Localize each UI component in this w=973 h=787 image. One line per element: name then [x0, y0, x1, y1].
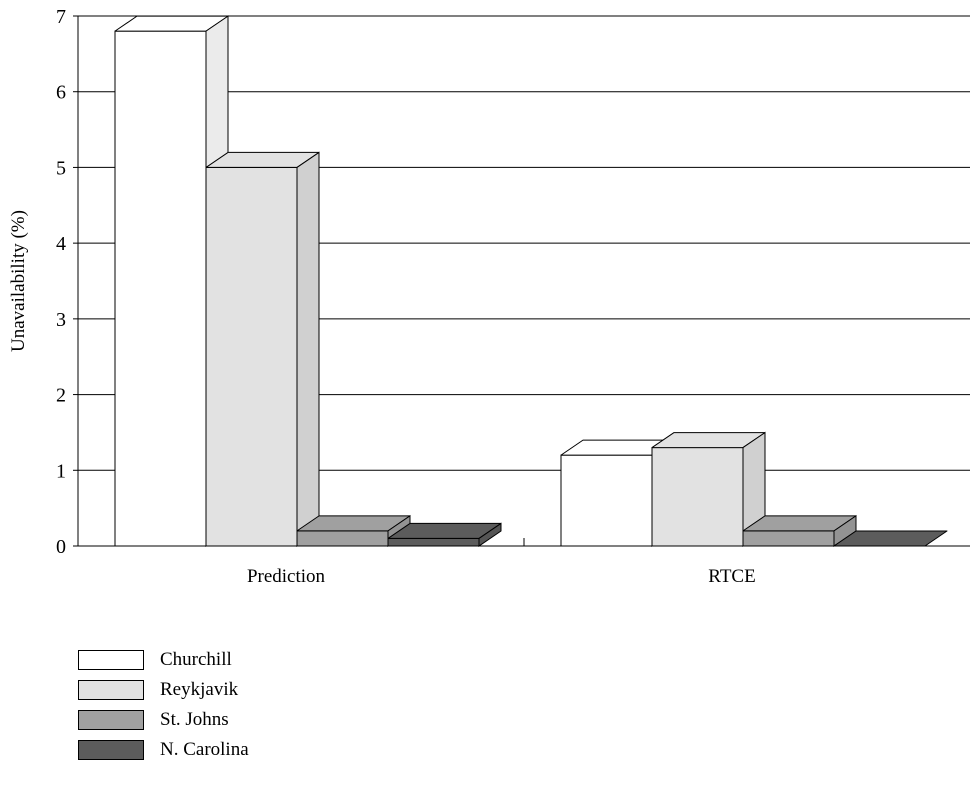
- legend-item: N. Carolina: [78, 740, 338, 762]
- tick-labels: 0 1 2 3 4 5 6 7 Prediction RTCE: [56, 6, 756, 587]
- legend-label: N. Carolina: [160, 739, 249, 760]
- legend-swatch: [78, 710, 144, 730]
- legend-swatch: [78, 680, 144, 700]
- bar: [742, 514, 857, 547]
- legend-label: Reykjavik: [160, 679, 239, 700]
- y-tick-label: 6: [56, 82, 66, 104]
- y-tick-label: 0: [56, 536, 66, 558]
- bar: [205, 151, 320, 547]
- bar: [387, 522, 502, 547]
- bar-front-face: [114, 30, 207, 547]
- x-tick-label: Prediction: [247, 566, 326, 587]
- y-tick-label: 5: [56, 157, 66, 179]
- legend-item: Churchill: [78, 650, 338, 672]
- legend-swatch: [78, 650, 144, 670]
- legend-label: St. Johns: [160, 709, 229, 730]
- bar-top-face: [833, 530, 948, 547]
- legend-swatch: [78, 740, 144, 760]
- bar-front-face: [296, 530, 389, 547]
- bar: [833, 530, 948, 547]
- x-tick-label: RTCE: [708, 566, 755, 587]
- bar-front-face: [651, 447, 744, 547]
- bar-front-face: [387, 537, 480, 547]
- y-tick-label: 2: [56, 385, 66, 407]
- bars: [114, 15, 948, 547]
- bar-front-face: [560, 454, 653, 547]
- bar-side-face: [478, 522, 502, 547]
- bar-front-face: [742, 530, 835, 547]
- y-tick-label: 7: [56, 6, 66, 28]
- legend-item: St. Johns: [78, 710, 338, 732]
- legend-label: Churchill: [160, 649, 232, 670]
- y-axis-label: Unavailability (%): [8, 210, 29, 352]
- bar-side-face: [296, 151, 320, 547]
- y-tick-label: 3: [56, 309, 66, 331]
- y-tick-label: 4: [56, 233, 66, 255]
- bar-front-face: [205, 166, 298, 547]
- legend-item: Reykjavik: [78, 680, 338, 702]
- y-tick-label: 1: [56, 460, 66, 482]
